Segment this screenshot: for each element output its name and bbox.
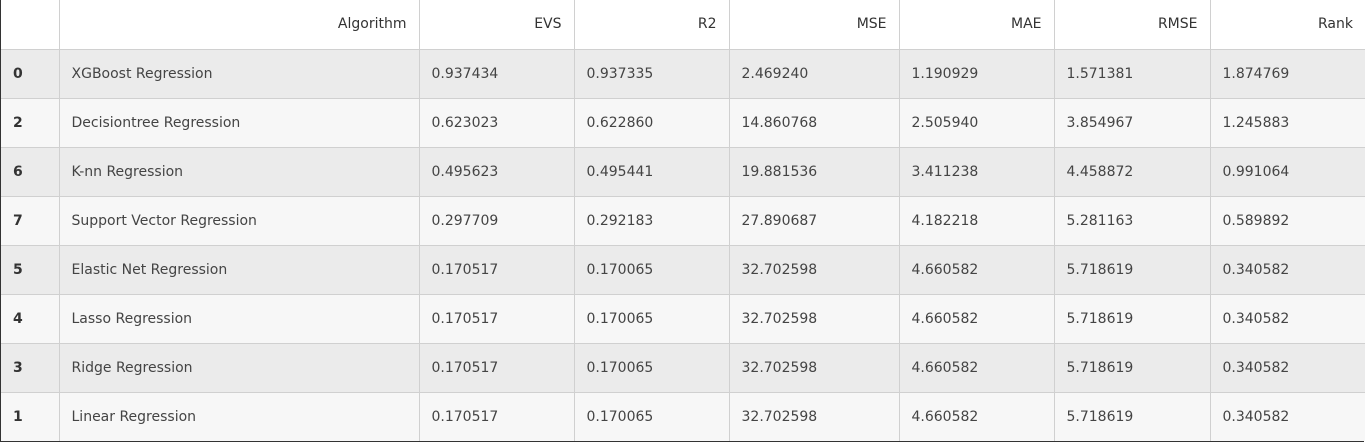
row-index: 5 — [1, 245, 60, 295]
table-row: 4 Lasso Regression 0.170517 0.170065 32.… — [1, 294, 1365, 344]
cell-rank: 0.589892 — [1210, 196, 1365, 246]
table-row: 5 Elastic Net Regression 0.170517 0.1700… — [1, 245, 1365, 295]
column-header-index — [1, 0, 60, 50]
cell-evs: 0.170517 — [419, 294, 575, 344]
cell-evs: 0.297709 — [419, 196, 575, 246]
cell-mse: 32.702598 — [729, 294, 900, 344]
cell-mse: 32.702598 — [729, 245, 900, 295]
cell-mae: 1.190929 — [899, 49, 1055, 99]
column-header-algorithm: Algorithm — [59, 0, 420, 50]
cell-r2: 0.170065 — [574, 294, 730, 344]
row-index: 0 — [1, 49, 60, 99]
cell-mae: 4.660582 — [899, 245, 1055, 295]
cell-rank: 0.340582 — [1210, 245, 1365, 295]
cell-mse: 2.469240 — [729, 49, 900, 99]
cell-evs: 0.495623 — [419, 147, 575, 197]
cell-rank: 0.991064 — [1210, 147, 1365, 197]
cell-evs: 0.170517 — [419, 392, 575, 441]
column-header-rmse: RMSE — [1054, 0, 1211, 50]
cell-mae: 4.660582 — [899, 392, 1055, 441]
cell-algorithm: Elastic Net Regression — [59, 245, 420, 295]
column-header-rank: Rank — [1210, 0, 1365, 50]
column-header-evs: EVS — [419, 0, 575, 50]
cell-r2: 0.170065 — [574, 245, 730, 295]
row-index: 1 — [1, 392, 60, 441]
table-row: 7 Support Vector Regression 0.297709 0.2… — [1, 196, 1365, 246]
cell-rmse: 5.718619 — [1054, 245, 1211, 295]
cell-rmse: 4.458872 — [1054, 147, 1211, 197]
table-row: 0 XGBoost Regression 0.937434 0.937335 2… — [1, 49, 1365, 99]
table-row: 3 Ridge Regression 0.170517 0.170065 32.… — [1, 343, 1365, 393]
cell-mae: 2.505940 — [899, 98, 1055, 148]
column-header-mae: MAE — [899, 0, 1055, 50]
cell-algorithm: Decisiontree Regression — [59, 98, 420, 148]
cell-r2: 0.937335 — [574, 49, 730, 99]
cell-rmse: 5.281163 — [1054, 196, 1211, 246]
row-index: 4 — [1, 294, 60, 344]
header-row: Algorithm EVS R2 MSE MAE RMSE Rank — [1, 0, 1365, 50]
column-header-mse: MSE — [729, 0, 900, 50]
table-header: Algorithm EVS R2 MSE MAE RMSE Rank — [1, 0, 1365, 50]
cell-rank: 1.245883 — [1210, 98, 1365, 148]
cell-mae: 4.660582 — [899, 343, 1055, 393]
cell-rank: 0.340582 — [1210, 343, 1365, 393]
cell-r2: 0.170065 — [574, 392, 730, 441]
table-row: 2 Decisiontree Regression 0.623023 0.622… — [1, 98, 1365, 148]
cell-algorithm: Lasso Regression — [59, 294, 420, 344]
cell-rmse: 5.718619 — [1054, 392, 1211, 441]
cell-rmse: 1.571381 — [1054, 49, 1211, 99]
cell-algorithm: Support Vector Regression — [59, 196, 420, 246]
cell-evs: 0.170517 — [419, 343, 575, 393]
cell-rmse: 5.718619 — [1054, 343, 1211, 393]
column-header-r2: R2 — [574, 0, 730, 50]
cell-mse: 19.881536 — [729, 147, 900, 197]
cell-algorithm: Linear Regression — [59, 392, 420, 441]
cell-algorithm: Ridge Regression — [59, 343, 420, 393]
cell-mse: 14.860768 — [729, 98, 900, 148]
cell-rmse: 5.718619 — [1054, 294, 1211, 344]
cell-rank: 1.874769 — [1210, 49, 1365, 99]
cell-mae: 3.411238 — [899, 147, 1055, 197]
cell-rmse: 3.854967 — [1054, 98, 1211, 148]
cell-algorithm: K-nn Regression — [59, 147, 420, 197]
cell-r2: 0.170065 — [574, 343, 730, 393]
row-index: 7 — [1, 196, 60, 246]
table-body: 0 XGBoost Regression 0.937434 0.937335 2… — [1, 49, 1365, 441]
cell-rank: 0.340582 — [1210, 294, 1365, 344]
table-row: 6 K-nn Regression 0.495623 0.495441 19.8… — [1, 147, 1365, 197]
cell-mse: 27.890687 — [729, 196, 900, 246]
cell-r2: 0.292183 — [574, 196, 730, 246]
row-index: 6 — [1, 147, 60, 197]
cell-r2: 0.495441 — [574, 147, 730, 197]
cell-r2: 0.622860 — [574, 98, 730, 148]
cell-evs: 0.170517 — [419, 245, 575, 295]
table-row: 1 Linear Regression 0.170517 0.170065 32… — [1, 392, 1365, 441]
cell-algorithm: XGBoost Regression — [59, 49, 420, 99]
cell-evs: 0.623023 — [419, 98, 575, 148]
cell-mae: 4.182218 — [899, 196, 1055, 246]
cell-mse: 32.702598 — [729, 392, 900, 441]
cell-mae: 4.660582 — [899, 294, 1055, 344]
row-index: 3 — [1, 343, 60, 393]
cell-mse: 32.702598 — [729, 343, 900, 393]
row-index: 2 — [1, 98, 60, 148]
cell-evs: 0.937434 — [419, 49, 575, 99]
cell-rank: 0.340582 — [1210, 392, 1365, 441]
